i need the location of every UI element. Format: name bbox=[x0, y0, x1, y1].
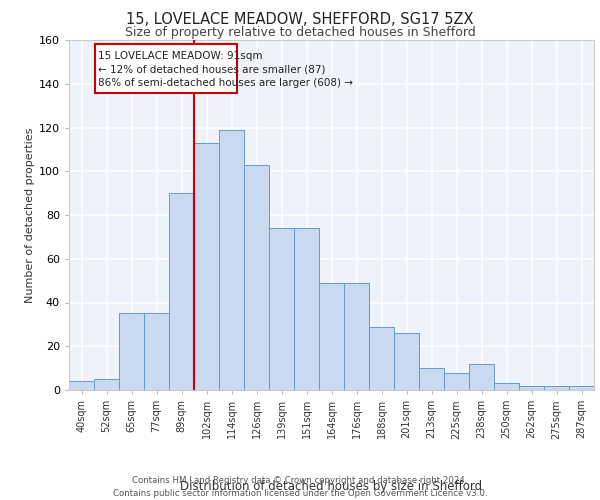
Text: ← 12% of detached houses are smaller (87): ← 12% of detached houses are smaller (87… bbox=[98, 64, 326, 74]
Bar bbox=[95, 44, 236, 92]
Bar bbox=[569, 386, 594, 390]
Text: 15 LOVELACE MEADOW: 91sqm: 15 LOVELACE MEADOW: 91sqm bbox=[98, 52, 263, 62]
Text: 15, LOVELACE MEADOW, SHEFFORD, SG17 5ZX: 15, LOVELACE MEADOW, SHEFFORD, SG17 5ZX bbox=[126, 12, 474, 28]
Bar bbox=[219, 130, 244, 390]
Bar bbox=[294, 228, 319, 390]
Bar bbox=[494, 384, 519, 390]
Text: Contains HM Land Registry data © Crown copyright and database right 2024.
Contai: Contains HM Land Registry data © Crown c… bbox=[113, 476, 487, 498]
Bar bbox=[394, 333, 419, 390]
X-axis label: Distribution of detached houses by size in Shefford: Distribution of detached houses by size … bbox=[181, 480, 482, 493]
Bar bbox=[94, 379, 119, 390]
Bar bbox=[519, 386, 544, 390]
Bar bbox=[144, 314, 169, 390]
Bar bbox=[419, 368, 444, 390]
Y-axis label: Number of detached properties: Number of detached properties bbox=[25, 128, 35, 302]
Bar bbox=[369, 326, 394, 390]
Text: 86% of semi-detached houses are larger (608) →: 86% of semi-detached houses are larger (… bbox=[98, 78, 353, 88]
Bar bbox=[69, 381, 94, 390]
Bar bbox=[119, 314, 144, 390]
Bar bbox=[269, 228, 294, 390]
Bar bbox=[469, 364, 494, 390]
Bar bbox=[194, 143, 219, 390]
Text: Size of property relative to detached houses in Shefford: Size of property relative to detached ho… bbox=[125, 26, 475, 39]
Bar bbox=[444, 372, 469, 390]
Bar bbox=[344, 283, 369, 390]
Bar bbox=[319, 283, 344, 390]
Bar bbox=[169, 193, 194, 390]
Bar bbox=[244, 164, 269, 390]
Bar bbox=[544, 386, 569, 390]
